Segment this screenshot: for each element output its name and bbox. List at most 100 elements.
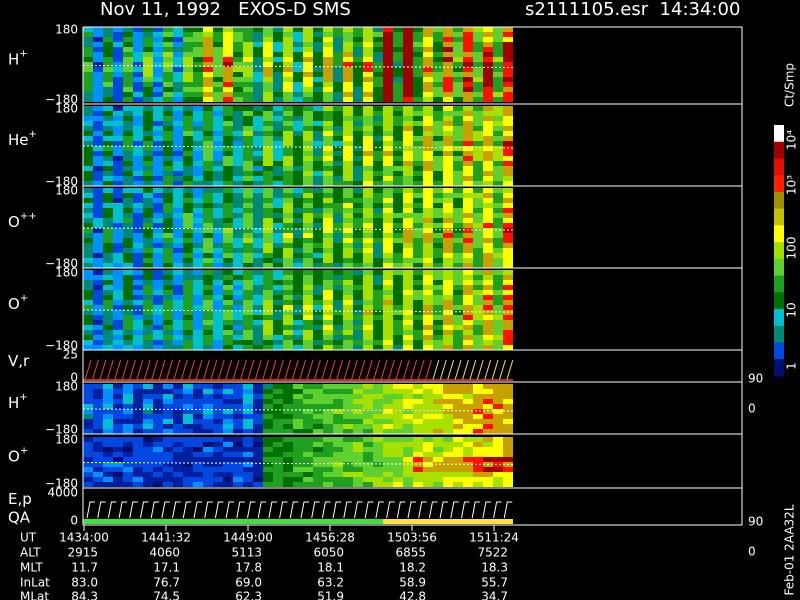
spectrogram-cell <box>183 290 193 295</box>
spectrogram-cell <box>413 462 423 467</box>
spectrogram-cell <box>333 126 343 131</box>
spectrogram-cell <box>223 151 233 156</box>
spectrogram-cell <box>123 437 133 442</box>
spectrogram-cell <box>193 409 203 414</box>
spectrogram-cell <box>423 32 433 37</box>
spectrogram-cell <box>353 151 363 156</box>
spectrogram-cell <box>383 213 393 218</box>
spectrogram-cell <box>143 116 153 121</box>
spectrogram-cell <box>453 399 463 404</box>
spectrogram-cell <box>263 223 273 228</box>
spectrogram-cell <box>113 57 123 62</box>
spectrogram-cell <box>123 161 133 166</box>
spectrogram-cell <box>473 233 483 238</box>
spectrogram-cell <box>173 32 183 37</box>
spectrogram-cell <box>133 300 143 305</box>
spectrogram-cell <box>183 305 193 310</box>
spectrogram-cell <box>243 335 253 340</box>
spectrogram-cell <box>183 223 193 228</box>
spectrogram-cell <box>483 136 493 141</box>
spectrogram-cell <box>313 325 323 330</box>
spectrogram-cell <box>233 452 243 457</box>
spectrogram-cell <box>173 315 183 320</box>
spectrogram-cell <box>483 290 493 295</box>
spectrogram-cell <box>243 121 253 126</box>
spectrogram-cell <box>213 295 223 300</box>
vr-trace <box>284 359 292 381</box>
spectrogram-cell <box>373 320 383 325</box>
spectrogram-cell <box>473 452 483 457</box>
spectrogram-cell <box>313 97 323 102</box>
spectrogram-cell <box>123 188 133 193</box>
spectrogram-cell <box>83 156 93 161</box>
spectrogram-cell <box>93 47 103 52</box>
spectrogram-cell <box>133 136 143 141</box>
spectrogram-cell <box>273 213 283 218</box>
spectrogram-cell <box>113 233 123 238</box>
spectrogram-cell <box>143 52 153 57</box>
spectrogram-cell <box>163 305 173 310</box>
spectrogram-cell <box>323 198 333 203</box>
spectrogram-cell <box>463 345 473 350</box>
spectrogram-cell <box>303 452 313 457</box>
spectrogram-cell <box>123 419 133 424</box>
spectrogram-cell <box>293 305 303 310</box>
spectrogram-cell <box>303 238 313 243</box>
vr-trace <box>469 359 477 381</box>
spectrogram-cell <box>323 457 333 462</box>
spectrogram-cell <box>93 414 103 419</box>
spectrogram-cell <box>453 290 463 295</box>
spectrogram-cell <box>123 92 133 97</box>
spectrogram-cell <box>413 270 423 275</box>
spectrogram-cell <box>353 394 363 399</box>
spectrogram-cell <box>173 419 183 424</box>
spectrogram-cell <box>323 389 333 394</box>
spectrogram-cell <box>273 82 283 87</box>
spectrogram-cell <box>313 419 323 424</box>
spectrogram-cell <box>303 263 313 268</box>
spectrogram-cell <box>93 146 103 151</box>
spectrogram-cell <box>413 72 423 77</box>
spectrogram-cell <box>203 67 213 72</box>
spectrogram-cell <box>203 409 213 414</box>
spectrogram-cell <box>403 228 413 233</box>
spectrogram-cell <box>313 223 323 228</box>
spectrogram-cell <box>113 203 123 208</box>
spectrogram-cell <box>223 156 233 161</box>
spectrogram-cell <box>353 472 363 477</box>
spectrogram-cell <box>383 198 393 203</box>
spectrogram-cell <box>223 97 233 102</box>
spectrogram-cell <box>483 270 493 275</box>
spectrogram-cell <box>393 156 403 161</box>
spectrogram-cell <box>123 384 133 389</box>
spectrogram-cell <box>453 151 463 156</box>
spectrogram-cell <box>93 253 103 258</box>
spectrogram-cell <box>413 414 423 419</box>
spectrogram-cell <box>453 280 463 285</box>
spectrogram-cell <box>83 233 93 238</box>
spectrogram-cell <box>143 141 153 146</box>
spectrogram-cell <box>83 166 93 171</box>
footer-value: 2915 <box>67 546 98 560</box>
spectrogram-cell <box>383 136 393 141</box>
spectrogram-cell <box>343 285 353 290</box>
spectrogram-cell <box>503 87 513 92</box>
spectrogram-cell <box>353 462 363 467</box>
spectrogram-cell <box>503 213 513 218</box>
vr-trace <box>165 359 173 381</box>
colorbar-block <box>774 141 784 159</box>
spectrogram-cell <box>323 27 333 32</box>
spectrogram-cell <box>463 111 473 116</box>
spectrogram-cell <box>133 394 143 399</box>
spectrogram-cell <box>313 42 323 47</box>
colorbar-block <box>774 309 784 327</box>
spectrogram-cell <box>283 126 293 131</box>
spectrogram-cell <box>463 482 473 487</box>
spectrogram-cell <box>453 121 463 126</box>
spectrogram-cell <box>233 472 243 477</box>
spectrogram-cell <box>253 77 263 82</box>
spectrogram-cell <box>283 166 293 171</box>
spectrogram-cell <box>103 213 113 218</box>
spectrogram-cell <box>253 447 263 452</box>
spectrogram-cell <box>253 238 263 243</box>
